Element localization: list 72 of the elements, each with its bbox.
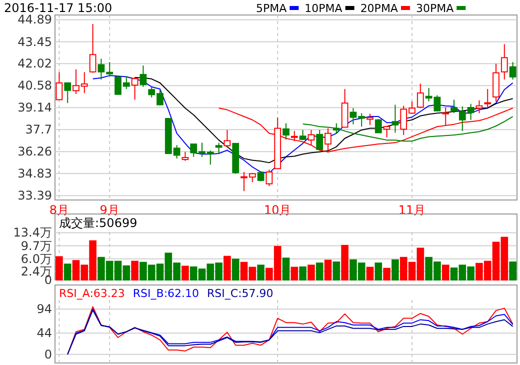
candlestick <box>308 129 315 146</box>
candlestick <box>500 44 508 80</box>
text: RSI_C:57.90 <box>207 287 274 300</box>
bar <box>282 258 290 280</box>
bar <box>182 266 189 280</box>
bar <box>324 260 332 280</box>
candlestick <box>282 122 290 140</box>
y-tick-label: 94 <box>36 302 52 316</box>
candlestick <box>434 94 441 112</box>
candlestick <box>257 172 264 182</box>
bar <box>332 262 340 280</box>
y-tick-label: 44 <box>36 326 52 340</box>
bar <box>232 258 240 280</box>
candlestick <box>64 82 72 104</box>
candlestick <box>366 113 374 126</box>
bar <box>341 244 348 280</box>
bar <box>392 259 399 280</box>
y-tick-label: 33.39 <box>18 188 52 203</box>
candlestick <box>332 122 340 134</box>
candlestick <box>290 130 298 142</box>
bar <box>509 262 516 280</box>
bar <box>224 256 231 280</box>
candlestick <box>224 129 231 148</box>
y-tick-label: 39.14 <box>18 100 52 115</box>
y-tick-label: 36.26 <box>18 144 52 159</box>
candlestick <box>89 24 96 74</box>
bar <box>374 262 382 280</box>
bar <box>64 264 72 280</box>
bar <box>316 262 324 280</box>
legend-label: 5PMA <box>256 2 288 15</box>
candlestick <box>425 87 432 102</box>
candlestick <box>392 104 399 134</box>
y-tick-label: 9.7万 <box>20 238 52 253</box>
candlestick <box>266 169 273 187</box>
bar <box>308 264 315 280</box>
candlestick <box>416 83 424 109</box>
candlestick <box>484 88 492 108</box>
legend-label: 10PMA <box>304 2 343 15</box>
series-label: RSI_A:63.23 <box>59 287 125 300</box>
candlestick <box>182 151 189 162</box>
line-series <box>302 116 514 142</box>
bar <box>299 266 306 280</box>
bar <box>56 256 63 280</box>
y-tick-label: 0 <box>44 347 52 362</box>
bar <box>131 260 138 280</box>
legend-label: 20PMA <box>360 2 398 15</box>
candlestick <box>140 64 147 88</box>
y-tick-label: 40.58 <box>18 78 52 93</box>
y-tick-label: 43.45 <box>18 34 52 49</box>
candlestick <box>131 76 138 100</box>
candlestick <box>509 62 516 80</box>
bar <box>257 264 264 280</box>
y-tick-label: 44.89 <box>18 12 52 27</box>
candlestick <box>374 118 382 134</box>
bar <box>383 268 390 280</box>
bar <box>442 264 450 280</box>
candlestick <box>450 99 458 114</box>
y-tick-label: 37.7 <box>25 122 52 137</box>
legend-label: 30PMA <box>416 2 454 15</box>
text: RSI_B:62.10 <box>132 287 200 300</box>
candlestick <box>316 129 324 151</box>
y-tick-label: 42.02 <box>18 56 52 71</box>
candlestick <box>476 100 483 114</box>
y-tick-label: 13.4万 <box>13 226 52 240</box>
candlestick <box>56 72 63 100</box>
chart-title: 2016-11-17 15:00 <box>4 1 112 15</box>
bar <box>366 266 374 280</box>
y-tick-label: 34.83 <box>18 166 52 181</box>
bar <box>290 266 298 280</box>
text: 成交量:50699 <box>59 216 138 230</box>
y-tick-label: 6.0万 <box>20 252 52 266</box>
candlestick <box>215 142 222 154</box>
